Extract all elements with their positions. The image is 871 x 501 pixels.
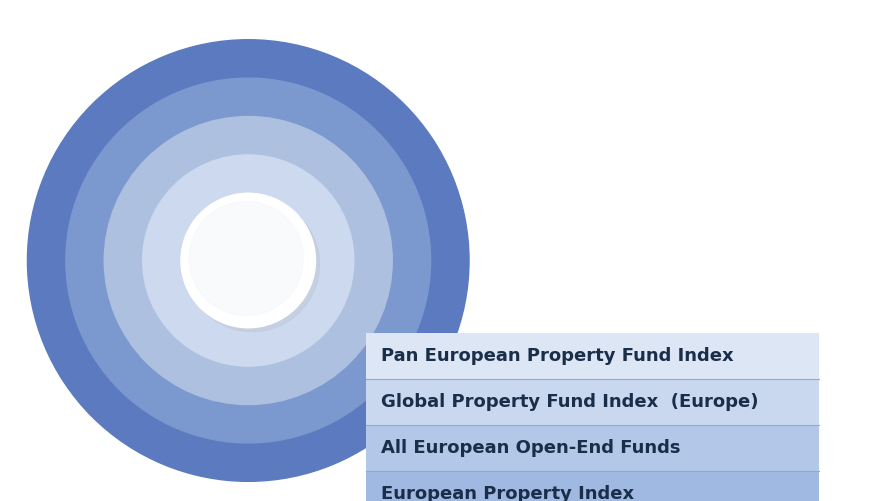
Circle shape [181, 193, 315, 328]
Bar [366, 333, 819, 379]
Circle shape [27, 40, 469, 481]
Text: All European Open-End Funds: All European Open-End Funds [381, 439, 680, 457]
Bar [366, 425, 819, 471]
Circle shape [143, 155, 354, 366]
Text: Pan European Property Fund Index: Pan European Property Fund Index [381, 347, 733, 365]
Bar [366, 379, 819, 425]
Circle shape [105, 117, 392, 404]
Circle shape [189, 201, 303, 316]
Bar [366, 471, 819, 501]
Circle shape [185, 197, 320, 332]
Text: European Property Index: European Property Index [381, 485, 634, 501]
Circle shape [66, 78, 430, 443]
Text: Global Property Fund Index  (Europe): Global Property Fund Index (Europe) [381, 393, 759, 411]
Circle shape [181, 193, 315, 328]
